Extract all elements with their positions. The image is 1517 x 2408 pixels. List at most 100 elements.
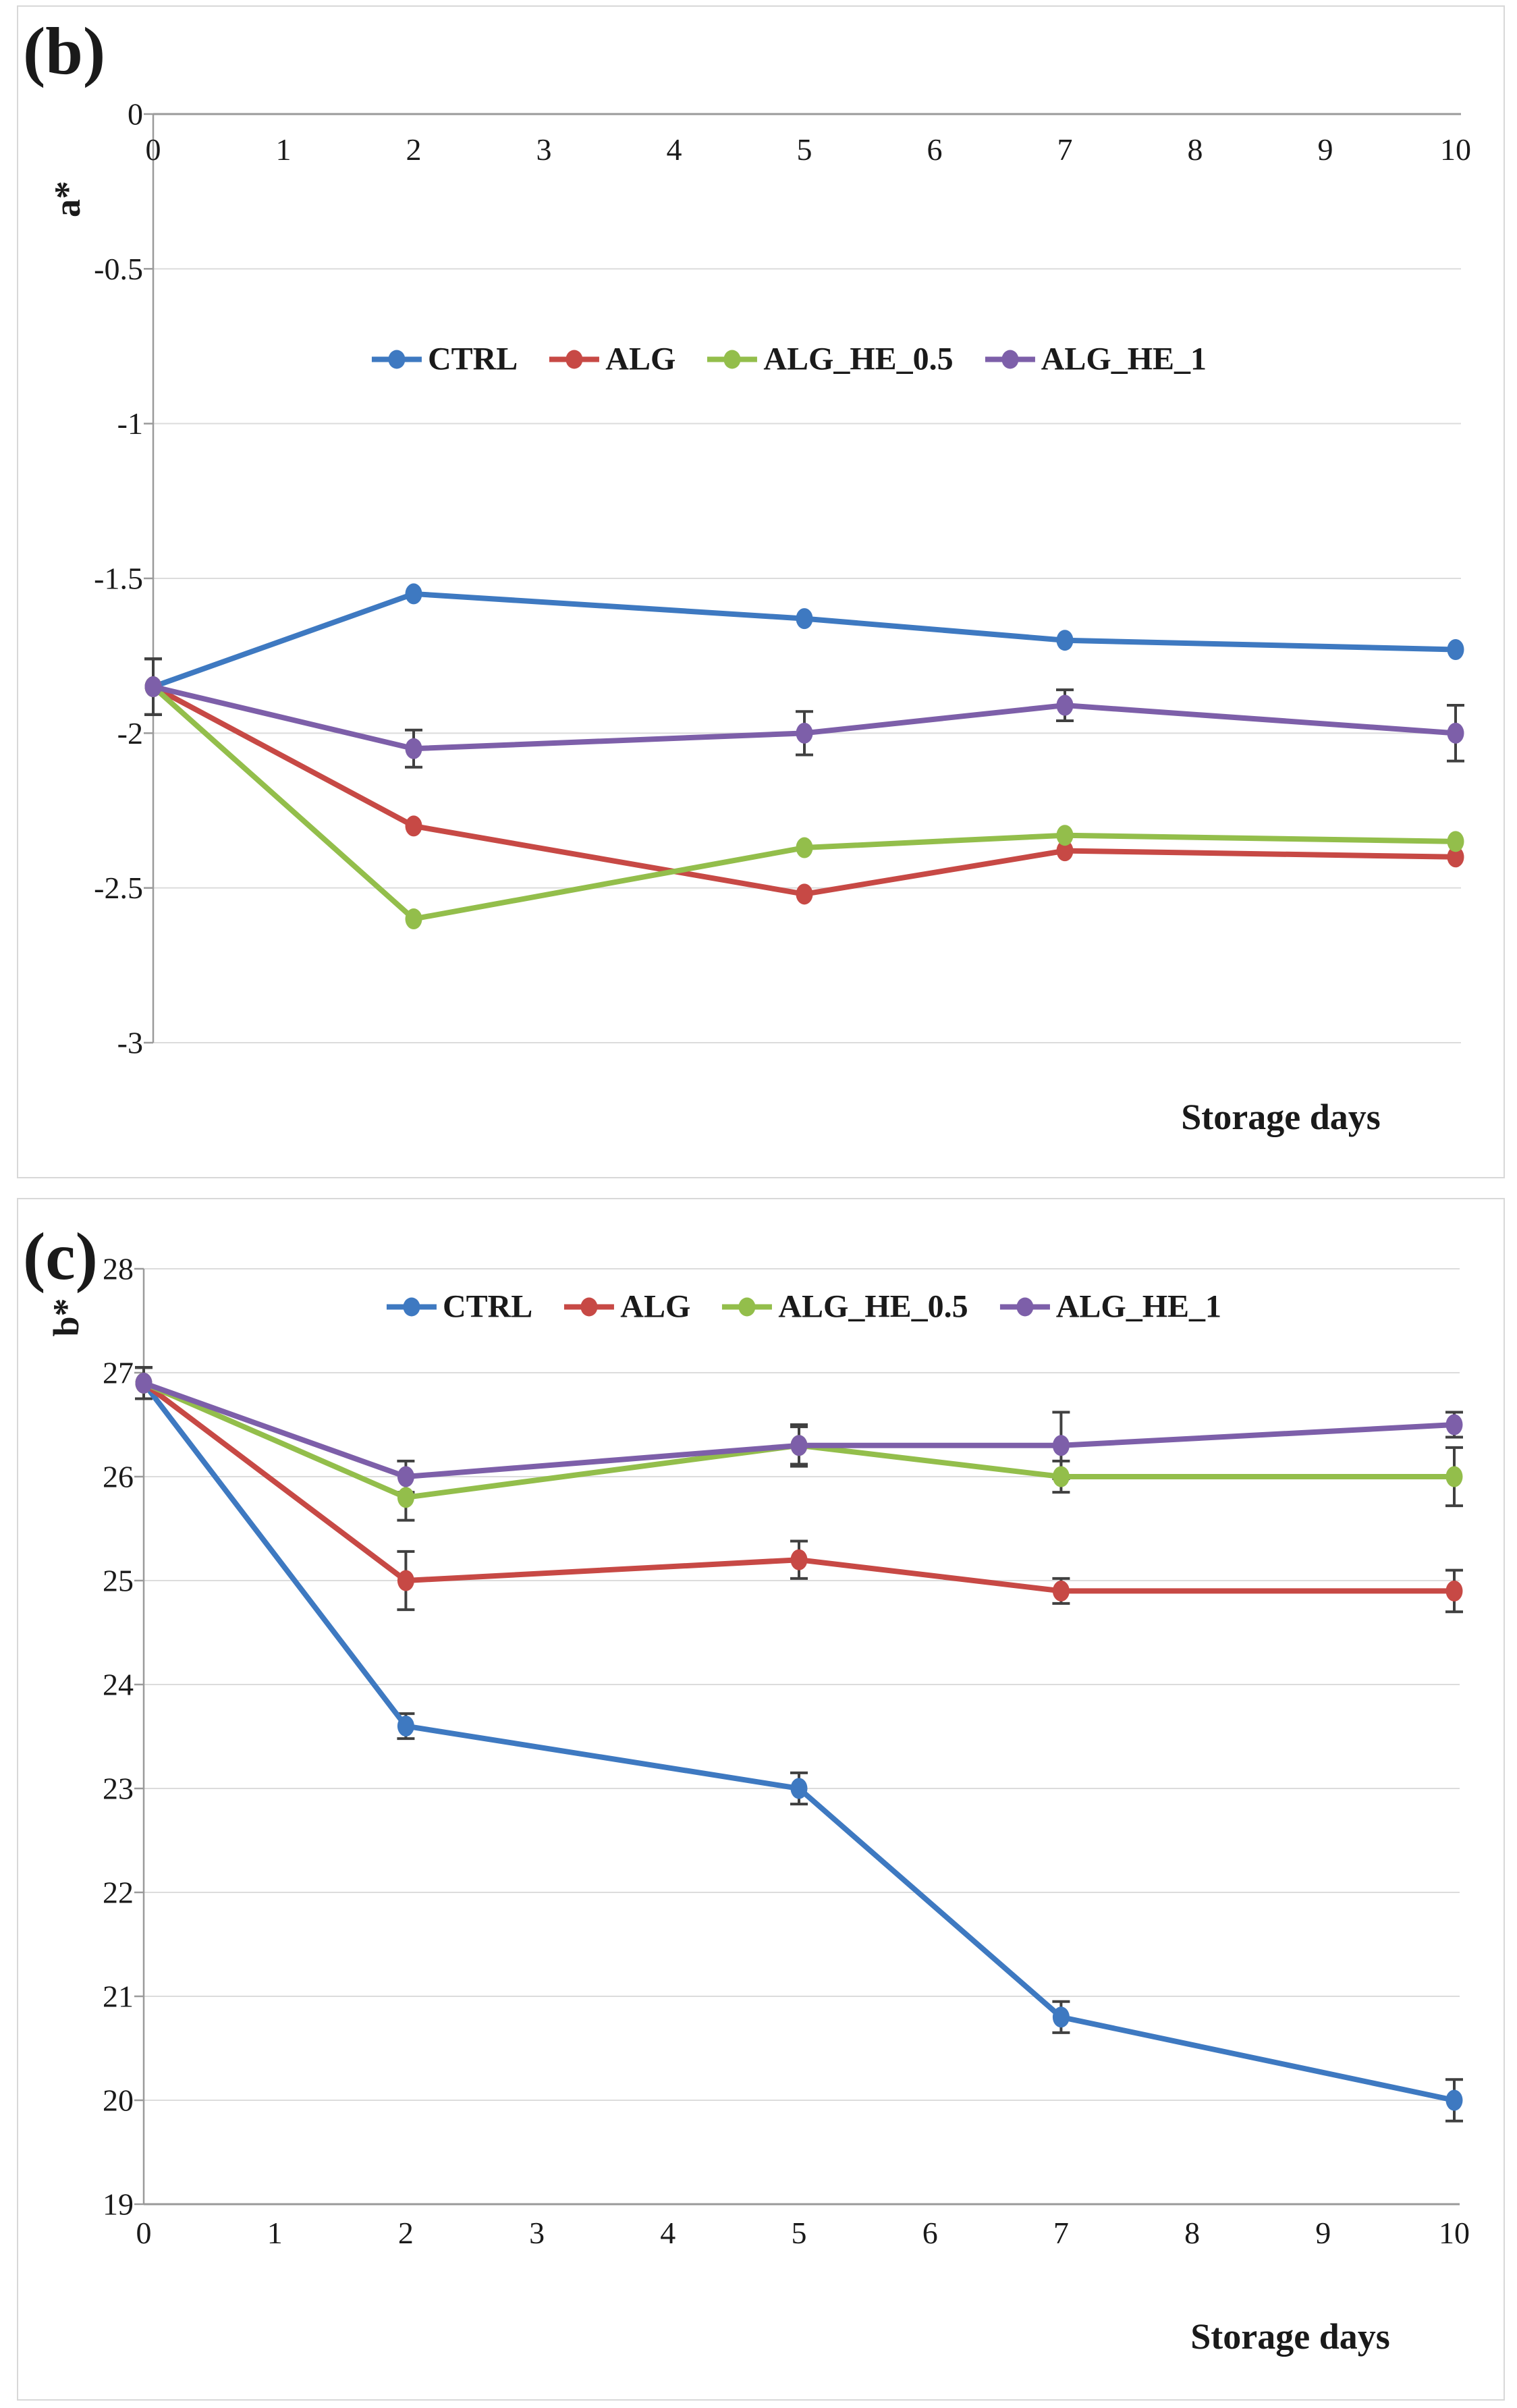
y-tick-label: 20: [103, 2083, 134, 2118]
x-tick-label: 2: [406, 132, 422, 167]
data-point-ALG_HE_1-day5: [790, 1435, 808, 1456]
data-point-ALG-day10: [1445, 1580, 1463, 1602]
x-tick-label: 0: [136, 2216, 152, 2250]
legend-marker-ALG_HE_0.5-icon: [707, 350, 758, 368]
legend-label: ALG_HE_0.5: [778, 1288, 968, 1325]
data-point-ALG_HE_1-day2: [405, 738, 422, 759]
y-tick-label: -1: [117, 406, 143, 441]
x-tick-label: 7: [1057, 132, 1073, 167]
y-tick-label: -2.5: [94, 871, 143, 905]
legend-item-CTRL: CTRL: [370, 341, 518, 378]
data-point-ALG_HE_1-day0: [135, 1372, 153, 1394]
x-tick-label: 10: [1440, 132, 1471, 167]
y-tick-label: 23: [103, 1772, 134, 1806]
legend-marker-ALG_HE_1-icon: [999, 1297, 1050, 1316]
legend-label: ALG: [620, 1288, 691, 1325]
data-point-ALG_HE_1-day7: [1056, 694, 1074, 716]
data-point-ALG-day5: [790, 1549, 808, 1570]
data-point-ALG-day2: [405, 815, 422, 837]
y-tick-label: -0.5: [94, 252, 143, 286]
legend-label: ALG: [605, 341, 676, 377]
legend-item-ALG_HE_0.5: ALG_HE_0.5: [705, 341, 954, 378]
chart-b: 0 -0.5 -1 -1.5 -2 -2.5 -3 0 1 2 3 4 5 6 7 8 9 10: [94, 97, 1471, 1060]
x-tick-label: 8: [1188, 132, 1203, 167]
data-point-CTRL-day10: [1447, 638, 1464, 660]
panel-c-letter: (c): [23, 1219, 98, 1294]
data-point-ALG-day2: [397, 1570, 414, 1591]
y-tick-label: 27: [103, 1356, 134, 1390]
data-point-ALG_HE_1-day5: [796, 722, 813, 744]
legend-marker-CTRL-icon: [386, 1297, 437, 1316]
legend-label: ALG_HE_1: [1041, 341, 1207, 377]
legend-item-CTRL: CTRL: [385, 1288, 532, 1325]
x-tick-label: 9: [1315, 2216, 1331, 2250]
x-tick-label: 3: [536, 132, 552, 167]
data-point-CTRL-day5: [790, 1778, 808, 1799]
data-point-ALG_HE_0.5-day10: [1445, 1466, 1463, 1487]
y-tick-label: -1.5: [94, 562, 143, 596]
x-tick-label: 6: [927, 132, 943, 167]
legend-marker-CTRL-icon: [371, 350, 422, 368]
y-tick-label: 0: [128, 97, 143, 132]
y-tick-label: 26: [103, 1460, 134, 1494]
legend-item-ALG_HE_0.5: ALG_HE_0.5: [720, 1288, 968, 1325]
data-point-ALG_HE_0.5-day2: [397, 1487, 414, 1508]
legend-marker-ALG_HE_0.5-icon: [722, 1297, 773, 1316]
y-tick-label: 19: [103, 2187, 134, 2222]
y-axis-title-a-star: a*: [47, 181, 88, 217]
legend-item-ALG_HE_1: ALG_HE_1: [998, 1288, 1221, 1325]
x-axis-title-storage-days-b: Storage days: [1181, 1097, 1381, 1137]
panel-b-letter: (b): [23, 13, 106, 88]
x-tick-label: 8: [1184, 2216, 1200, 2250]
legend-label: ALG_HE_0.5: [763, 341, 954, 377]
legend-c: CTRL ALG ALG_HE_0.5 ALG_HE_1: [385, 1288, 1221, 1325]
legend-marker-ALG-icon: [549, 350, 600, 368]
x-tick-label: 2: [398, 2216, 414, 2250]
data-point-ALG-day5: [796, 883, 813, 905]
y-tick-label: 21: [103, 1979, 134, 2014]
data-point-ALG-day7: [1052, 1580, 1070, 1602]
x-tick-label: 4: [660, 2216, 675, 2250]
x-tick-label: 4: [667, 132, 682, 167]
data-point-ALG_HE_0.5-day7: [1052, 1466, 1070, 1487]
data-point-ALG-day7: [1056, 840, 1074, 862]
data-point-ALG_HE_0.5-day10: [1447, 831, 1464, 852]
y-tick-label: 25: [103, 1564, 134, 1598]
legend-marker-ALG-icon: [564, 1297, 615, 1316]
data-point-ALG_HE_1-day10: [1447, 722, 1464, 744]
data-point-ALG_HE_1-day2: [397, 1466, 414, 1487]
data-point-CTRL-day2: [405, 583, 422, 605]
data-point-ALG_HE_0.5-day2: [405, 908, 422, 930]
x-tick-label: 7: [1053, 2216, 1069, 2250]
data-point-ALG_HE_1-day0: [144, 676, 162, 698]
data-point-ALG_HE_1-day10: [1445, 1414, 1463, 1435]
data-point-ALG_HE_0.5-day5: [796, 837, 813, 858]
data-point-CTRL-day7: [1056, 630, 1074, 651]
legend-label: CTRL: [442, 1288, 533, 1325]
x-tick-label: 9: [1318, 132, 1333, 167]
data-point-ALG_HE_1-day7: [1052, 1435, 1070, 1456]
panel-b: [17, 5, 1505, 1178]
legend-item-ALG_HE_1: ALG_HE_1: [983, 341, 1207, 378]
series-line-CTRL: [150, 591, 1458, 690]
legend-marker-ALG_HE_1-icon: [985, 350, 1035, 368]
series-line-CTRL: [141, 1380, 1457, 2103]
data-point-CTRL-day5: [796, 608, 813, 630]
legend-item-ALG: ALG: [562, 1288, 690, 1325]
legend-item-ALG: ALG: [547, 341, 675, 378]
x-tick-label: 1: [276, 132, 292, 167]
data-point-ALG-day10: [1447, 846, 1464, 868]
x-tick-label: 10: [1439, 2216, 1470, 2250]
legend-b: CTRL ALG ALG_HE_0.5 ALG_HE_1: [370, 341, 1207, 378]
data-point-CTRL-day7: [1052, 2006, 1070, 2028]
x-tick-label: 3: [529, 2216, 545, 2250]
x-axis-title-storage-days-c: Storage days: [1190, 2316, 1390, 2357]
x-tick-label: 6: [922, 2216, 938, 2250]
legend-label: ALG_HE_1: [1055, 1288, 1222, 1325]
x-tick-label: 5: [792, 2216, 807, 2250]
legend-label: CTRL: [427, 341, 518, 377]
y-tick-label: -2: [117, 716, 143, 750]
x-tick-label: 0: [146, 132, 161, 167]
